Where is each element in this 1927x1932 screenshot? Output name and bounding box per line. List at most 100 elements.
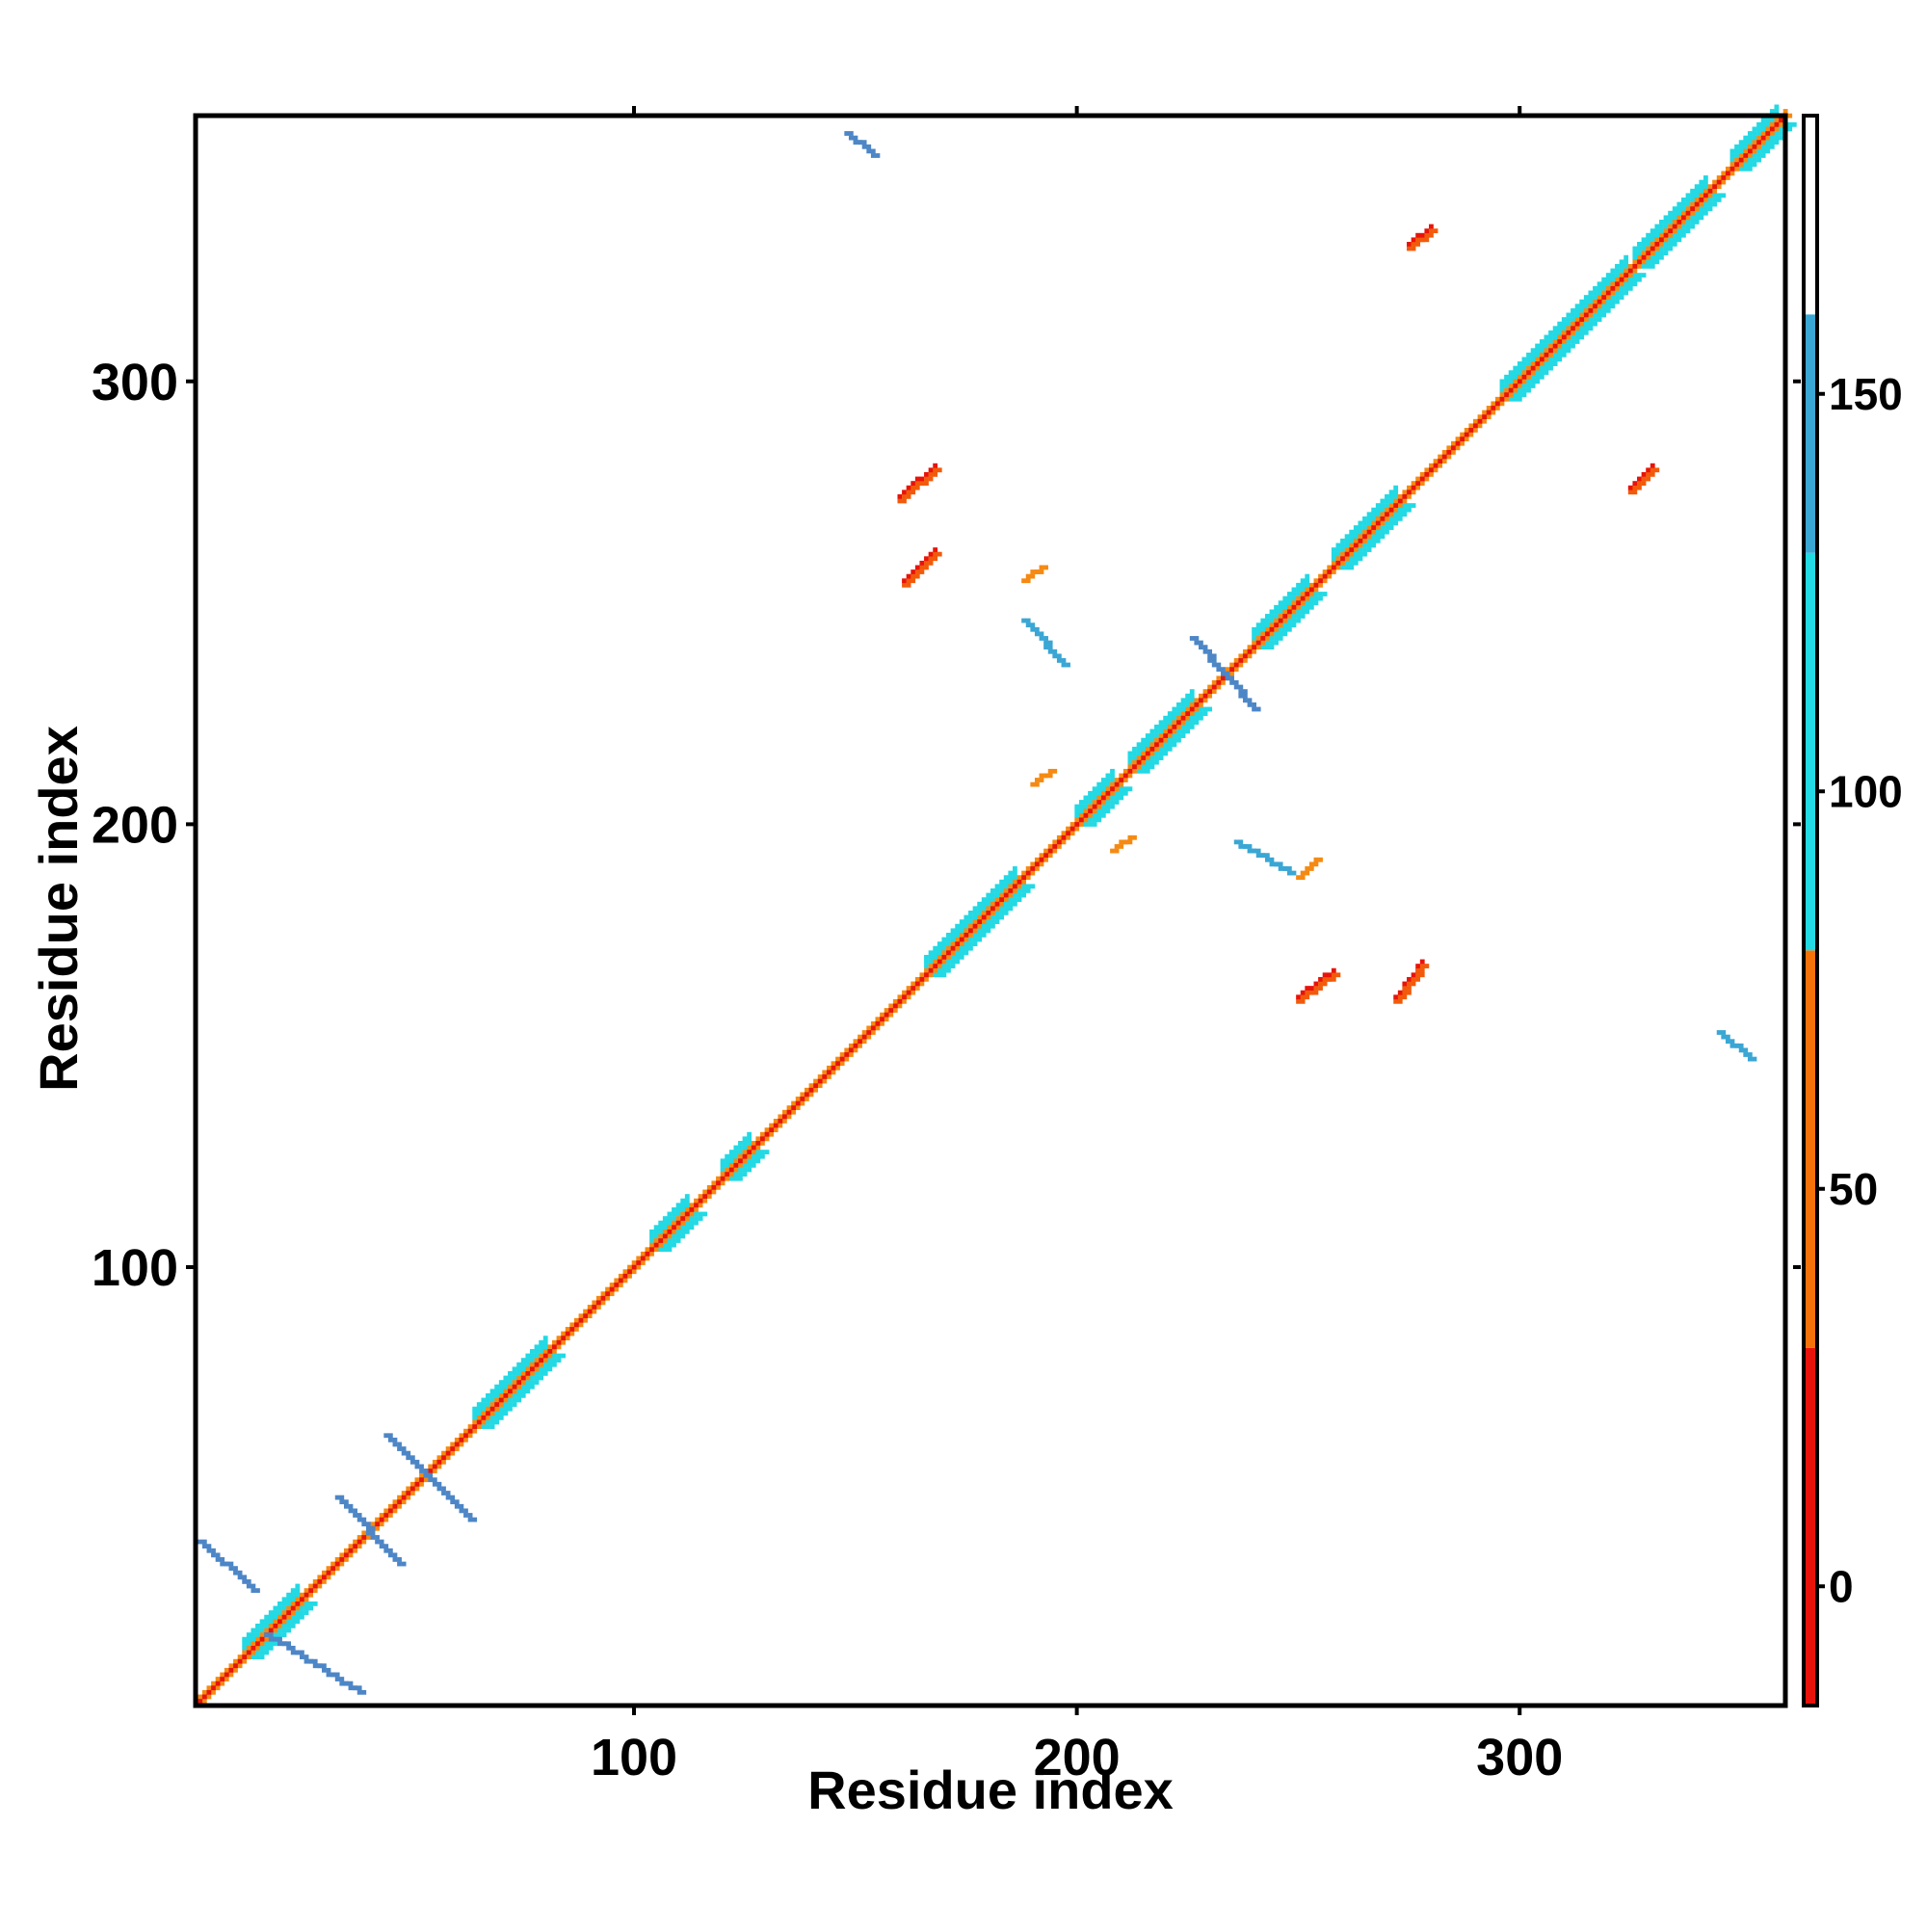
heatmap-cell — [1110, 781, 1115, 787]
heatmap-cell — [534, 1349, 540, 1354]
heatmap-cell — [1539, 348, 1544, 354]
heatmap-cell — [1388, 498, 1394, 504]
contact-cell — [1274, 861, 1279, 867]
heatmap-cell — [742, 1153, 748, 1159]
heatmap-cell — [1566, 348, 1571, 354]
heatmap-cell — [986, 919, 991, 925]
heatmap-cell — [764, 1136, 770, 1142]
heatmap-cell — [1331, 551, 1336, 557]
heatmap-cell — [716, 1184, 721, 1190]
contact-cell — [432, 1481, 437, 1487]
heatmap-cell — [1712, 193, 1717, 198]
heatmap-cell — [1650, 263, 1655, 269]
heatmap-cell — [689, 1206, 695, 1212]
heatmap-cell — [924, 967, 929, 973]
heatmap-cell — [795, 1105, 801, 1111]
heatmap-cell — [1088, 790, 1093, 796]
heatmap-cell — [304, 1601, 309, 1606]
heatmap-cell — [264, 1623, 270, 1628]
heatmap-cell — [295, 1610, 301, 1615]
heatmap-cell — [1105, 773, 1111, 779]
colorbar-tick-label: 100 — [1829, 766, 1903, 816]
heatmap-cell — [1353, 543, 1359, 548]
heatmap-cell — [370, 1522, 376, 1527]
heatmap-cell — [1362, 538, 1367, 543]
contact-cell — [924, 481, 929, 486]
heatmap-cell — [1278, 609, 1283, 615]
heatmap-cell — [1605, 295, 1611, 300]
heatmap-cell — [1199, 706, 1203, 712]
heatmap-cell — [277, 1623, 282, 1628]
heatmap-cell — [884, 1012, 889, 1018]
heatmap-cell — [1083, 804, 1089, 809]
heatmap-cell — [858, 1039, 862, 1045]
heatmap-cell — [1358, 551, 1363, 557]
heatmap-cell — [990, 901, 995, 907]
heatmap-cell — [1145, 764, 1150, 770]
heatmap-cell — [1185, 693, 1191, 699]
heatmap-cell — [1008, 897, 1014, 903]
heatmap-cell — [1544, 361, 1549, 366]
heatmap-cell — [1641, 254, 1647, 260]
heatmap-cell — [508, 1371, 513, 1376]
heatmap-cell — [627, 1269, 632, 1275]
heatmap-cell — [1641, 273, 1647, 278]
heatmap-cell — [1274, 609, 1279, 615]
heatmap-cell — [826, 1070, 832, 1075]
contact-cell — [928, 556, 934, 562]
heatmap-cell — [955, 923, 961, 929]
heatmap-cell — [1690, 215, 1695, 221]
contact-cell — [919, 569, 925, 574]
heatmap-cell — [1765, 135, 1771, 141]
heatmap-cell — [1601, 299, 1607, 304]
heatmap-cell — [955, 954, 961, 960]
heatmap-cell — [520, 1384, 526, 1389]
heatmap-cell — [914, 986, 920, 991]
heatmap-cell — [397, 1503, 402, 1509]
contact-cell — [1721, 1030, 1727, 1035]
contact-cell — [1632, 490, 1638, 495]
contact-cell — [1322, 972, 1328, 978]
heatmap-cell — [1393, 516, 1399, 521]
heatmap-cell — [503, 1380, 509, 1385]
heatmap-cell — [649, 1242, 654, 1248]
heatmap-cell — [1779, 121, 1783, 127]
contact-cell — [1397, 998, 1403, 1004]
heatmap-cell — [1646, 254, 1651, 260]
heatmap-cell — [1278, 604, 1283, 610]
contact-cell — [322, 1663, 327, 1669]
heatmap-cell — [1743, 166, 1749, 172]
heatmap-cell — [1774, 118, 1780, 123]
heatmap-cell — [653, 1242, 659, 1248]
heatmap-cell — [1574, 304, 1580, 309]
heatmap-cell — [897, 998, 903, 1004]
heatmap-cell — [1056, 834, 1062, 840]
heatmap-cell — [1588, 295, 1594, 300]
heatmap-cell — [1441, 450, 1447, 455]
heatmap-cell — [1765, 118, 1771, 123]
heatmap-cell — [946, 945, 951, 951]
heatmap-cell — [1610, 277, 1616, 282]
heatmap-cell — [1286, 609, 1292, 615]
heatmap-cell — [1025, 866, 1031, 871]
contact-cell — [1278, 866, 1283, 871]
contact-cell — [387, 1552, 393, 1558]
heatmap-cell — [605, 1291, 610, 1297]
contact-cell — [361, 1522, 367, 1527]
heatmap-cell — [839, 1061, 845, 1067]
heatmap-cell — [375, 1525, 380, 1531]
heatmap-cell — [941, 954, 947, 960]
heatmap-cell — [1566, 317, 1571, 322]
heatmap-cell — [1207, 689, 1213, 695]
heatmap-cell — [1145, 742, 1150, 748]
contact-cell — [866, 144, 872, 149]
heatmap-cell — [286, 1623, 292, 1628]
contact-cell — [1650, 463, 1655, 468]
contact-cell — [1238, 689, 1244, 695]
heatmap-cell — [1725, 171, 1730, 176]
contact-cell — [445, 1495, 451, 1500]
heatmap-cell — [326, 1570, 331, 1575]
heatmap-cell — [259, 1623, 265, 1628]
contact-cell — [1300, 870, 1306, 876]
heatmap-cell — [631, 1260, 637, 1265]
